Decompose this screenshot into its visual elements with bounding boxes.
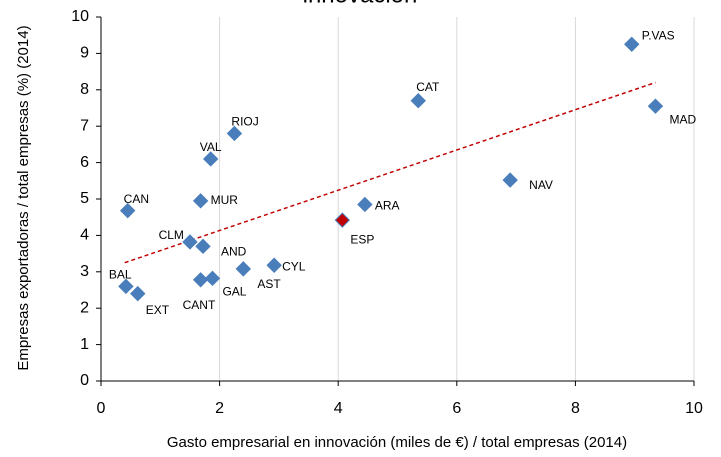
point-label: CLM (159, 228, 184, 242)
point (130, 285, 146, 302)
y-tick-label: 8 (80, 81, 89, 98)
x-tick-label: 10 (685, 400, 703, 417)
x-tick-label: 8 (571, 400, 580, 417)
point (647, 98, 664, 114)
y-tick-label: 1 (80, 336, 89, 353)
point (502, 172, 518, 188)
point-label: AST (257, 277, 281, 291)
point-label: MUR (211, 193, 239, 207)
x-tick-label: 4 (334, 400, 343, 417)
point (334, 212, 351, 228)
point (192, 272, 209, 288)
point (624, 36, 640, 53)
y-tick-label: 7 (80, 117, 89, 134)
point (118, 278, 134, 295)
trendline (124, 81, 656, 264)
point-label: RIOJ (231, 115, 258, 129)
y-tick-label: 2 (80, 299, 89, 316)
point (192, 193, 209, 209)
point (182, 234, 198, 250)
point-label: CAT (416, 80, 440, 94)
y-tick-label: 10 (71, 8, 89, 25)
point (195, 238, 211, 255)
point-label: ESP (350, 232, 374, 246)
point-label: CYL (282, 259, 306, 273)
point (357, 196, 373, 213)
y-tick-label: 3 (80, 263, 89, 280)
point-label: ARA (375, 199, 400, 213)
point (410, 93, 426, 109)
point-label: BAL (109, 268, 132, 282)
point-label: EXT (146, 303, 170, 317)
y-tick-label: 4 (80, 227, 89, 244)
point-label: NAV (529, 178, 553, 192)
point-label: MAD (669, 112, 696, 126)
point-label: CANT (183, 298, 216, 312)
point (266, 257, 282, 273)
point-label: P.VAS (642, 28, 675, 42)
point-label: VAL (200, 140, 222, 154)
y-tick-label: 0 (80, 372, 89, 389)
point-label: CAN (124, 192, 149, 206)
y-tick-label: 5 (80, 190, 89, 207)
point-label: GAL (222, 285, 246, 299)
x-axis-label: Gasto empresarial en innovación (miles d… (167, 434, 627, 451)
chart-title: innovación (303, 0, 418, 8)
point (202, 151, 219, 167)
point (235, 261, 252, 277)
point (226, 125, 243, 142)
x-tick-label: 0 (97, 400, 106, 417)
point-label: AND (221, 244, 247, 258)
x-tick-label: 6 (452, 400, 461, 417)
y-tick-label: 9 (80, 45, 89, 62)
y-tick-label: 6 (80, 154, 89, 171)
y-axis-label: Empresas exportadoras / total empresas (… (15, 25, 32, 370)
point (204, 270, 221, 287)
point (119, 202, 136, 219)
x-tick-label: 2 (215, 400, 224, 417)
